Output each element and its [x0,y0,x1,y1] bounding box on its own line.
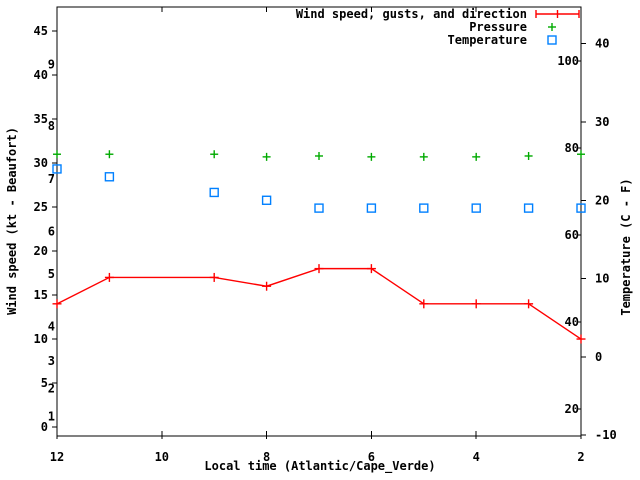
fahrenheit-tick-label: 60 [565,228,579,242]
fahrenheit-tick-label: 100 [557,54,579,68]
x-axis-ticks: 12 10 8 6 4 2 [50,7,585,464]
kt-tick-label: 45 [34,24,48,38]
kt-tick-label: 35 [34,112,48,126]
x-tick-label: 8 [263,450,270,464]
kt-tick-label: 25 [34,200,48,214]
celsius-tick-label: 0 [595,350,602,364]
kt-tick-label: 20 [34,244,48,258]
kt-tick-label: 15 [34,288,48,302]
series-temperature [52,164,586,213]
beaufort-tick-label: 8 [48,119,55,133]
beaufort-tick-label: 2 [48,381,55,395]
celsius-tick-label: 10 [595,272,609,286]
x-axis-label: Local time (Atlantic/Cape_Verde) [204,459,435,474]
celsius-tick-label: 40 [595,37,609,51]
kt-tick-label: 40 [34,68,48,82]
legend-label: Pressure [469,20,527,34]
kt-tick-label: 10 [34,332,48,346]
legend: Wind speed, gusts, and directionPressure… [296,7,580,47]
legend-label: Wind speed, gusts, and direction [296,7,527,21]
kt-tick-label: 30 [34,156,48,170]
x-tick-label: 4 [473,450,480,464]
left-axis-label: Wind speed (kt - Beaufort) [5,127,19,315]
fahrenheit-tick-label: 40 [565,315,579,329]
celsius-tick-label: -10 [595,428,617,442]
beaufort-tick-label: 5 [48,267,55,281]
beaufort-tick-label: 1 [48,409,55,423]
series-wind-speed [52,264,586,344]
kt-tick-label: 0 [41,420,48,434]
legend-label: Temperature [448,33,527,47]
right-axis-ticks: -10 0 10 20 30 40 20 40 60 80 100 [557,37,616,443]
beaufort-tick-label: 9 [48,57,55,71]
right-axis-label: Temperature (C - F) [619,178,633,315]
beaufort-tick-label: 3 [48,354,55,368]
axes: 12 10 8 6 4 2051015202530354045123456789-1001… [34,6,617,464]
x-tick-label: 12 [50,450,64,464]
beaufort-tick-label: 7 [48,172,55,186]
celsius-tick-label: 20 [595,193,609,207]
kt-tick-label: 5 [41,376,48,390]
plot-border [56,6,582,437]
x-tick-label: 10 [155,450,169,464]
beaufort-tick-label: 4 [48,320,55,334]
fahrenheit-tick-label: 20 [565,402,579,416]
x-tick-label: 6 [368,450,375,464]
beaufort-tick-label: 6 [48,225,55,239]
celsius-tick-label: 30 [595,115,609,129]
fahrenheit-tick-label: 80 [565,141,579,155]
x-tick-label: 2 [577,450,584,464]
series-pressure [53,150,585,161]
